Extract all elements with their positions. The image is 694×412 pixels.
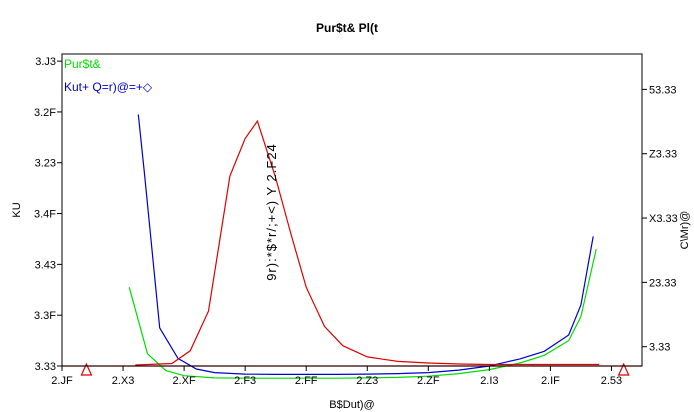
x-tick-label: 2.FF [295,375,318,387]
y-right-tick-label: 23.33 [649,277,677,289]
x-tick-label: 2.ZF [417,375,440,387]
y-left-tick-label: 3.4F [34,209,56,221]
x-tick-label: 2.XF [172,375,196,387]
series-line-red [135,119,600,366]
peak-annotation: 9r):*$*r/;+<) Y 2.F24 [264,143,279,281]
legend: Pur$t& Kut+ Q=r)@=+◇ [64,57,153,94]
y-left-tick-label: 3.43 [35,259,56,271]
x-tick-label: 2.F3 [234,375,256,387]
y-axis-right-label: C\Mr)@ [679,211,691,250]
x-tick-label: 2.Z3 [356,375,378,387]
y-left-tick-label: 3.3F [34,310,56,322]
legend-entry-green: Pur$t& [64,57,101,71]
y-right-tick-label: Z3.33 [649,149,677,161]
y-left-tick-label: 3.33 [35,361,56,373]
chart-title: Pur$t& Pl(t [316,21,378,35]
x-axis: 2.JF 2.X3 2.XF 2.F3 2.FF 2.Z3 2.ZF 2.I3 2.IF 2.53 [51,366,622,387]
x-tick-label: 2.53 [601,375,622,387]
x-tick-label: 2.JF [51,375,73,387]
y-left-tick-label: 3.23 [35,158,56,170]
y-left-tick-label: 3.J3 [35,56,56,68]
series-line-blue [137,114,594,375]
y-left-tick-label: 3.2F [34,107,56,119]
y-right-tick-label: 53.33 [649,84,677,96]
triangle-marker-left [80,362,93,376]
y-axis-left: 3.33 3.3F 3.43 3.4F 3.23 3.2F 3.J3 [34,56,62,373]
legend-entry-blue: Kut+ Q=r)@=+◇ [64,80,153,94]
triangle-marker-right [617,362,630,376]
series-line-green [128,248,597,379]
y-right-tick-label: 3.33 [649,342,670,354]
y-axis-left-label: KU [11,202,23,217]
x-tick-label: 2.IF [541,375,560,387]
x-tick-label: 2.X3 [112,375,135,387]
x-axis-label: B$Dut)@ [329,399,374,411]
plot-frame [61,53,643,367]
x-tick-label: 2.I3 [480,375,498,387]
y-axis-right: 3.33 23.33 X3.33 Z3.33 53.33 [642,84,678,354]
y-right-tick-label: X3.33 [649,213,678,225]
